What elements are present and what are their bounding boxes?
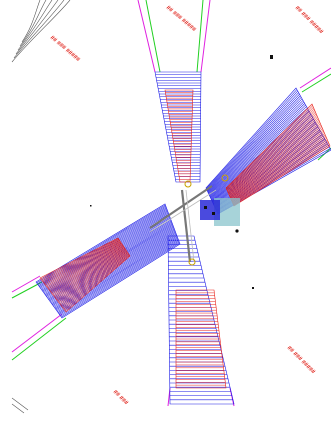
junction-road-ne: [149, 185, 213, 229]
arm-north: [154, 71, 202, 183]
survey-marker-2: [252, 287, 254, 289]
junction-road-s: [180, 189, 192, 263]
arm-southwest: [35, 203, 181, 319]
arm-southwest-red-hatch: [39, 237, 131, 313]
survey-marker-3: [90, 205, 92, 207]
building-cluster: [200, 200, 220, 220]
contour-lines-bottom-left: [11, 397, 29, 414]
node-marker-east: [221, 174, 229, 182]
arm-south-red-hatch: [175, 289, 227, 389]
arm-northeast-red-hatch: [225, 103, 331, 207]
road-guide-lines: [11, 0, 331, 407]
node-marker-south: [188, 258, 196, 266]
survey-marker-1: [270, 55, 273, 59]
arm-south: [167, 235, 235, 405]
point-marker: [235, 229, 239, 233]
contour-lines-top-left: [11, 0, 71, 63]
arm-north-red-hatch: [164, 89, 194, 183]
junction-center: [149, 174, 240, 266]
node-marker-north: [184, 180, 192, 188]
